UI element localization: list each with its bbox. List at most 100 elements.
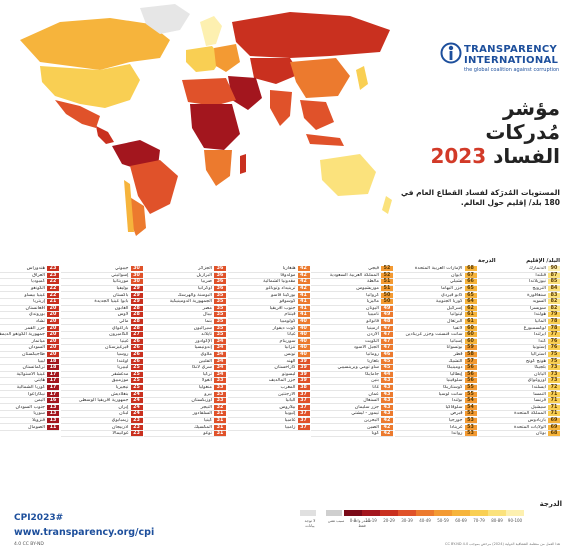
table-row: 20 أفغانستان — [0, 305, 59, 313]
score-cell: 85 — [548, 279, 560, 285]
legend-swatch — [434, 510, 452, 516]
table-row: 24 لبنان — [60, 411, 143, 418]
country-cell: موريشيوس — [356, 286, 379, 292]
table-row: 20 طاجيكستان — [0, 352, 59, 359]
table-row: 31 السلفادور — [144, 411, 226, 418]
score-cell: 60 — [464, 332, 477, 338]
score-cell: 42 — [381, 424, 393, 430]
score-cell: 71 — [548, 411, 560, 417]
score-cell: 26 — [130, 338, 143, 344]
country-cell: بوليفيا — [116, 286, 129, 292]
country-cell: كوريا الجنوبية — [435, 299, 463, 305]
table-row: 13 جنوب السودان — [0, 404, 59, 412]
score-cell: 40 — [297, 332, 310, 338]
legend-swatch — [416, 510, 434, 516]
country-cell: أرمينيا — [366, 325, 379, 331]
country-cell: ليبيريا — [117, 365, 129, 371]
table-row: 39 كازاخستان — [227, 365, 310, 372]
score-cell: 77 — [548, 332, 560, 338]
map-chile — [124, 180, 134, 232]
table-row: 57 التشيك — [394, 358, 477, 365]
score-cell: 29 — [130, 292, 143, 298]
country-cell: الدنمارك — [528, 266, 546, 272]
country-cell: أوزبكستان — [191, 398, 212, 404]
score-cell: 20 — [47, 332, 59, 338]
website-link[interactable]: www.transparency.org/cpi — [14, 527, 155, 538]
country-cell: إيران — [118, 404, 129, 410]
score-cell: 42 — [297, 279, 310, 285]
country-cell: السنغال — [363, 398, 379, 404]
country-cell: كولومبيا — [279, 319, 296, 325]
table-row: 20 ميانمار — [0, 338, 59, 346]
country-cell: لاتفيا — [453, 325, 463, 331]
table-row: 27 الكاميرون — [60, 332, 143, 339]
title-line1: مؤشر — [502, 96, 560, 120]
country-cell: البرازيل — [196, 272, 212, 278]
country-cell: اليابان — [533, 371, 546, 377]
score-cell: 17 — [47, 391, 59, 397]
table-row: 71 سيشيل — [478, 404, 560, 412]
legend-label: 80-89 — [491, 518, 503, 523]
no-data-item: سبب تقني — [326, 510, 346, 528]
score-cell: 42 — [297, 272, 310, 278]
score-cell: 23 — [130, 424, 143, 430]
table-row: 20 بوروندي — [0, 312, 59, 319]
score-cell: 22 — [47, 279, 59, 285]
score-cell: 48 — [381, 319, 393, 325]
no-data-swatch — [300, 510, 316, 516]
legend-swatch — [380, 510, 398, 516]
score-cell: 82 — [548, 305, 560, 311]
table-row: 40 كولومبيا — [227, 319, 310, 326]
score-cell: 41 — [297, 305, 310, 311]
score-cell: 24 — [130, 398, 143, 404]
country-cell: مولدوفا — [280, 272, 296, 278]
score-cell: 23 — [47, 266, 59, 272]
country-cell: جامايكا — [365, 371, 379, 377]
country-cell: السويد — [532, 299, 546, 305]
table-row: 20 السودان — [0, 345, 59, 352]
table-row: 47 الجبل الأسود — [311, 345, 393, 352]
score-cell: 55 — [464, 384, 477, 390]
legend-label: 20-29 — [383, 518, 395, 523]
table-row: 53 غرينادا — [394, 424, 477, 431]
score-cell: 13 — [47, 404, 59, 410]
table-row: 26 قيرغيزستان — [60, 345, 143, 352]
table-row: 61 ليتوانيا — [394, 312, 477, 319]
table-row: 26 روسيا — [60, 352, 143, 359]
score-cell: 22 — [47, 292, 59, 298]
table-row: 34 تركيا — [144, 371, 226, 379]
country-cell: المكسيك — [194, 424, 212, 430]
score-cell: 36 — [214, 279, 226, 285]
country-cell: دومينيكا — [447, 365, 463, 371]
country-cell: هندوراس — [26, 266, 45, 272]
map-madagascar — [240, 154, 246, 174]
table-row: 40 كوت ديفوار — [227, 325, 310, 332]
table-row: 60 لاتفيا — [394, 325, 477, 332]
score-cell: 50 — [381, 292, 393, 298]
legend-swatch — [470, 510, 488, 516]
country-cell: لبنان — [119, 411, 129, 417]
country-cell: كازاخستان — [274, 365, 296, 371]
legend-label: 0-9 — [349, 518, 357, 523]
country-cell: السودان — [28, 345, 45, 351]
table-row: 42 الصين — [311, 424, 393, 431]
table-row: 45 بلغاريا — [311, 358, 393, 365]
country-cell: أوكرانيا — [197, 286, 212, 292]
table-row: 35 نيبال — [144, 312, 226, 319]
table-row: 73 أوروغواي — [478, 378, 560, 385]
country-cell: كوسوفو — [279, 299, 296, 305]
country-cell: قطر — [453, 352, 463, 358]
score-cell: 27 — [130, 332, 143, 338]
country-cell: الفلبين — [198, 358, 212, 364]
legend-swatch — [506, 510, 524, 516]
score-cell: 69 — [548, 417, 560, 423]
table-row: 46 رومانيا — [311, 352, 393, 359]
map-new-zealand — [382, 196, 392, 214]
score-cell: 47 — [381, 338, 393, 344]
brand-name-line2: INTERNATIONAL — [464, 55, 559, 66]
country-cell: اليمن — [34, 398, 45, 404]
country-cell: سانت لوسيا — [438, 391, 463, 397]
header-score: الدرجة — [478, 258, 496, 264]
country-cell: منغوليا — [198, 384, 212, 390]
table-row: 24 جمهورية أفريقيا الوسطى — [60, 398, 143, 405]
